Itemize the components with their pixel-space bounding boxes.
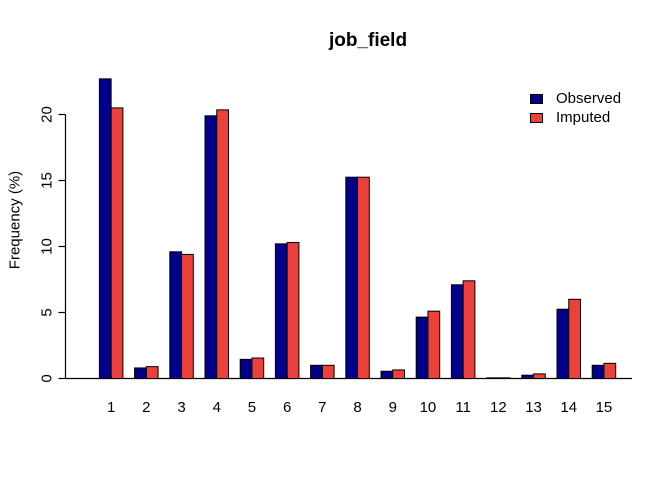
x-tick-label: 9	[389, 399, 397, 416]
bar-observed-4	[204, 115, 218, 379]
y-tick-label: 0	[39, 374, 56, 382]
x-tick-label: 13	[525, 399, 542, 416]
bar-observed-15	[591, 364, 605, 379]
bar-observed-11	[450, 284, 464, 379]
x-tick-label: 8	[353, 399, 361, 416]
y-tick-label: 15	[39, 172, 56, 189]
bar-observed-5	[239, 358, 253, 379]
legend-item-imputed: Imputed	[530, 108, 621, 127]
y-tick-label: 5	[39, 308, 56, 316]
bar-imputed-11	[462, 280, 476, 380]
bar-imputed-2	[145, 366, 159, 379]
bar-imputed-3	[181, 253, 194, 379]
bar-observed-2	[134, 367, 147, 380]
bar-imputed-8	[357, 176, 370, 379]
bar-imputed-7	[321, 364, 335, 379]
legend-item-observed: Observed	[530, 89, 621, 108]
chart-title: job_field	[328, 30, 408, 51]
bar-imputed-4	[216, 109, 229, 379]
bar-observed-1	[98, 78, 112, 380]
legend-label-observed: Observed	[556, 90, 622, 107]
bar-observed-7	[310, 364, 323, 379]
bar-imputed-5	[251, 357, 265, 380]
y-tick-label: 20	[39, 106, 56, 123]
x-tick-label: 10	[420, 399, 437, 416]
x-tick-label: 1	[107, 399, 115, 416]
x-tick-label: 7	[318, 399, 326, 416]
x-tick-label: 12	[490, 399, 507, 416]
bar-imputed-6	[286, 242, 300, 379]
bar-observed-9	[380, 370, 394, 379]
bar-observed-12	[486, 377, 499, 379]
legend-swatch-imputed-icon	[530, 112, 543, 123]
x-tick-label: 6	[283, 399, 291, 416]
bar-observed-13	[521, 374, 535, 380]
legend: Observed Imputed	[530, 89, 621, 127]
bar-observed-6	[274, 243, 288, 379]
bar-imputed-13	[533, 373, 546, 380]
legend-label-imputed: Imputed	[556, 109, 611, 126]
bar-imputed-1	[110, 107, 124, 380]
x-tick-label: 2	[142, 399, 150, 416]
bar-observed-10	[415, 316, 429, 379]
bar-imputed-12	[497, 377, 511, 379]
bar-imputed-14	[568, 298, 581, 379]
bar-observed-3	[169, 251, 183, 379]
bar-observed-8	[345, 176, 359, 379]
bar-observed-14	[556, 308, 570, 380]
x-tick-label: 14	[560, 399, 577, 416]
x-tick-label: 4	[213, 399, 221, 416]
y-tick-label: 10	[39, 238, 56, 255]
legend-swatch-observed-icon	[530, 93, 543, 104]
bar-imputed-15	[603, 362, 617, 380]
bar-imputed-10	[427, 310, 441, 379]
x-tick-label: 5	[248, 399, 256, 416]
x-tick-label: 15	[596, 399, 613, 416]
x-tick-label: 3	[177, 399, 185, 416]
x-tick-label: 11	[455, 399, 471, 416]
bar-imputed-9	[392, 369, 405, 380]
